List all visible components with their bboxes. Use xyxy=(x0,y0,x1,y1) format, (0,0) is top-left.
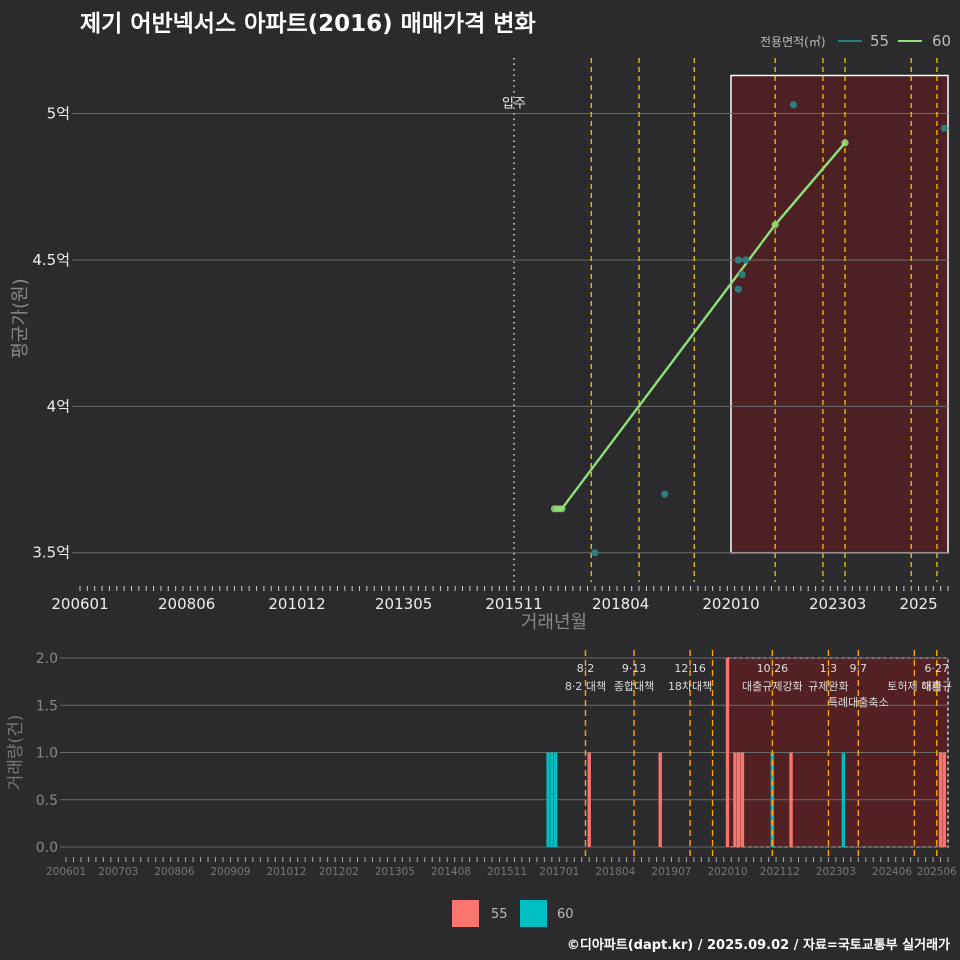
y-tick-label: 2.0 xyxy=(36,651,58,667)
x-tick-label: 201804 xyxy=(595,866,635,878)
y-tick-label: 4.5억 xyxy=(32,251,70,269)
x-tick-label: 200601 xyxy=(51,595,108,613)
series-55-point xyxy=(742,256,750,264)
series-55-point xyxy=(591,549,599,557)
x-tick-label: 201701 xyxy=(539,866,579,878)
bar-55 xyxy=(938,752,943,847)
bar-55 xyxy=(587,752,591,847)
x-tick-label: 202010 xyxy=(707,866,747,878)
series-55-point xyxy=(940,124,948,132)
y-axis-label: 평균가(원) xyxy=(10,278,31,358)
price-chart: 3.5억 4억 4.5억 5억 200601 200806 201012 201305 2015… xyxy=(10,58,949,633)
y-tick-label: 1.0 xyxy=(36,746,58,762)
series-55-point xyxy=(734,256,742,264)
policy-text-label: 규제완화 xyxy=(808,680,848,693)
y-axis-label: 거래량(건) xyxy=(6,715,26,791)
x-tick-label: 202303 xyxy=(816,866,856,878)
x-tick-label: 202010 xyxy=(702,595,759,613)
x-tick-label: 202112 xyxy=(760,866,800,878)
legend-bottom-label-60: 60 xyxy=(557,907,574,922)
policy-text-label: 대출규 xyxy=(922,680,952,693)
policy-date-label: 12·16 xyxy=(674,662,706,675)
policy-date-label: 10·26 xyxy=(757,662,789,675)
x-tick-label: 200909 xyxy=(210,866,250,878)
x-tick-label: 201408 xyxy=(431,866,471,878)
y-tick-label: 0.5 xyxy=(36,793,58,809)
legend-title: 전용면적(㎡) xyxy=(760,35,826,49)
legend-line-60-icon xyxy=(898,40,922,42)
x-tick-label: 200806 xyxy=(158,595,215,613)
x-tick-label: 2025 xyxy=(899,595,937,613)
x-tick-label: 200806 xyxy=(154,866,194,878)
bar-60 xyxy=(550,752,554,847)
y-tick-label: 4억 xyxy=(47,397,70,415)
volume-chart: 0.0 0.5 1.0 1.5 2.0 8·2 8·2 대책 9·13 종합대책 12·16 18차… xyxy=(6,650,957,878)
x-tick-label: 200601 xyxy=(46,866,86,878)
move-in-label: 입주 xyxy=(502,97,526,112)
bar-60 xyxy=(553,752,558,847)
x-tick-label: 201511 xyxy=(485,595,542,613)
bar-55 xyxy=(658,752,662,847)
x-tick-label: 201012 xyxy=(266,866,306,878)
source-footer: ©디아파트(dapt.kr) / 2025.09.02 / 자료=국토교통부 실… xyxy=(566,938,950,953)
policy-text-label: 대출규제강화 xyxy=(742,680,803,693)
x-tick-label: 202506 xyxy=(917,866,957,878)
bar-60 xyxy=(841,752,846,847)
series-60-point xyxy=(558,505,566,513)
legend-label-55: 55 xyxy=(870,32,890,50)
x-tick-label: 201511 xyxy=(487,866,527,878)
y-tick-label: 5억 xyxy=(47,105,70,123)
x-tick-label: 201907 xyxy=(651,866,691,878)
series-55-point xyxy=(789,101,798,109)
bar-55 xyxy=(942,752,946,847)
series-55-point xyxy=(738,270,746,279)
policy-text-label: 18차대책 xyxy=(668,680,712,693)
policy-text-label: 8·2 대책 xyxy=(565,680,606,693)
bar-55 xyxy=(737,752,741,847)
policy-date-label: 9·7 xyxy=(850,662,868,675)
x-tick-label: 202406 xyxy=(872,866,912,878)
highlight-period-box xyxy=(730,74,949,554)
y-tick-label: 0.0 xyxy=(36,840,58,856)
legend-line-55-icon xyxy=(838,40,862,42)
policy-text-label: 종합대책 xyxy=(614,680,654,693)
policy-date-label: 1·3 xyxy=(820,662,838,675)
chart-title: 제기 어반넥서스 아파트(2016) 매매가격 변화 xyxy=(80,11,536,37)
legend-swatch-55-icon xyxy=(452,900,479,927)
legend-swatch-60-icon xyxy=(520,900,547,927)
legend-label-60: 60 xyxy=(932,32,952,50)
bar-55 xyxy=(789,752,793,847)
x-tick-label: 201305 xyxy=(375,595,432,613)
x-tick-label: 201804 xyxy=(592,595,649,613)
x-tick-label: 200703 xyxy=(98,866,138,878)
bar-60 xyxy=(770,752,775,847)
policy-text-label: 토허제 해제 xyxy=(887,679,941,693)
x-tick-label: 201202 xyxy=(319,866,359,878)
top-legend: 전용면적(㎡) 55 60 xyxy=(760,32,960,52)
bar-60 xyxy=(546,752,550,847)
y-tick-label: 1.5 xyxy=(36,698,58,714)
bar-55 xyxy=(740,752,745,847)
bar-55 xyxy=(733,752,737,847)
legend-bottom-label-55: 55 xyxy=(491,907,508,922)
series-55-point xyxy=(734,285,742,293)
x-tick-label: 202303 xyxy=(809,595,866,613)
series-60-point xyxy=(841,139,849,147)
series-55-point xyxy=(661,490,669,498)
policy-text-label: 특례대출축소 xyxy=(828,696,889,709)
x-tick-label: 201012 xyxy=(268,595,325,613)
y-tick-label: 3.5억 xyxy=(32,544,70,562)
policy-date-label: 8·2 xyxy=(577,662,595,675)
x-axis-label: 거래년월 xyxy=(521,612,587,633)
series-60-point xyxy=(771,221,779,229)
bottom-legend: 55 60 xyxy=(452,900,592,930)
x-tick-label: 201305 xyxy=(375,866,415,878)
bar-55 xyxy=(725,658,730,847)
policy-date-label: 6·27 xyxy=(925,662,950,675)
policy-date-label: 9·13 xyxy=(622,662,647,675)
